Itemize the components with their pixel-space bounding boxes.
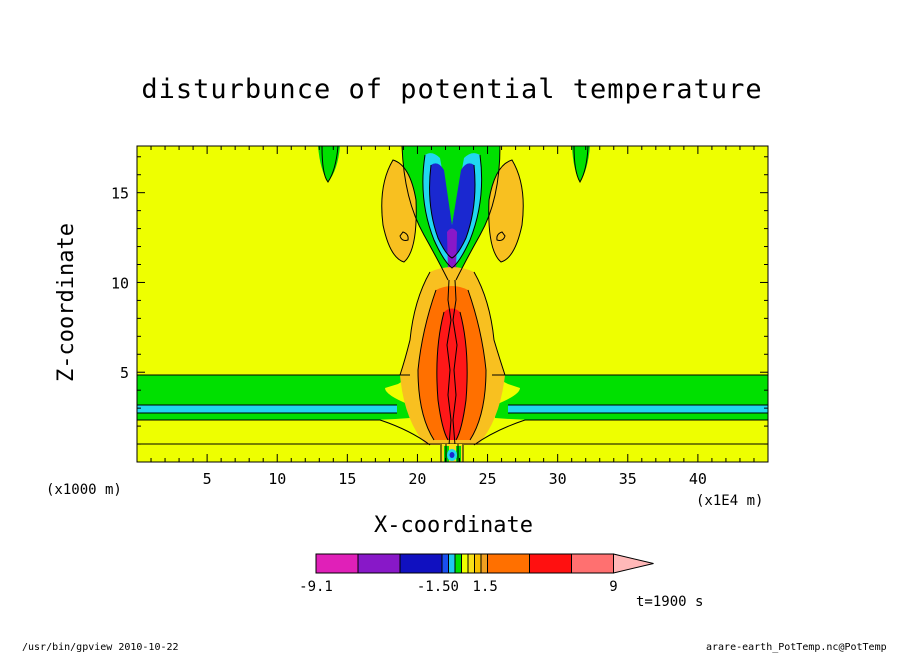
- y-tick-label: 10: [111, 274, 129, 292]
- contour-cyan-band-right: [508, 405, 768, 413]
- colorbar-swatch: [454, 553, 462, 574]
- contour-lines: [137, 146, 768, 446]
- plot-frame: [136, 145, 769, 463]
- colorbar-tick-label: -1.50: [417, 579, 459, 595]
- x-tick-label: 20: [408, 470, 426, 488]
- colorbar-swatch: [467, 553, 475, 574]
- colorbar-tick-label: 9: [609, 579, 617, 595]
- colorbar: -9.1 -1.50 1.5 9: [299, 553, 654, 595]
- colorbar-swatch: [315, 553, 359, 574]
- y-axis-label: Z-coordinate: [54, 223, 79, 382]
- colorbar-swatch: [571, 553, 614, 574]
- contour-green-blob-left: [318, 146, 340, 182]
- x-tick-label: 35: [619, 470, 637, 488]
- x-tick-label: 10: [268, 470, 286, 488]
- colorbar-swatch: [461, 553, 469, 574]
- colorbar-swatch: [399, 553, 443, 574]
- footer-file-variable: arare-earth_PotTemp.nc@PotTemp: [706, 642, 887, 653]
- colorbar-swatch: [487, 553, 530, 574]
- x-tick-label: 15: [338, 470, 356, 488]
- colorbar-swatch: [529, 553, 572, 574]
- colorbar-swatch: [474, 553, 482, 574]
- colorbar-arrow: [613, 553, 654, 574]
- chart-title: disturbunce of potential temperature: [141, 74, 763, 105]
- contour-cyan-band-left: [137, 405, 397, 413]
- x-tick-label: 30: [549, 470, 567, 488]
- x-tick-label: 5: [203, 470, 212, 488]
- colorbar-swatch: [480, 553, 488, 574]
- x-unit-label-left: (x1000 m): [46, 482, 122, 498]
- colorbar-tick-label: -9.1: [299, 579, 333, 595]
- colorbar-swatch: [448, 553, 456, 574]
- axes: 5 10 15 20 25 30 35 40 5 10 15: [111, 146, 768, 488]
- colorbar-tick-label: 1.5: [473, 579, 498, 595]
- contour-red-column: [436, 308, 468, 440]
- colorbar-swatch: [357, 553, 401, 574]
- y-tick-label: 15: [111, 185, 129, 203]
- x-tick-label: 25: [479, 470, 497, 488]
- x-tick-label: 40: [689, 470, 707, 488]
- contour-blue-core: [429, 163, 475, 258]
- contour-surface-source: [440, 444, 464, 462]
- time-label: t=1900 s: [636, 594, 704, 610]
- colorbar-swatch: [441, 553, 449, 574]
- footer-program-date: /usr/bin/gpview 2010-10-22: [22, 642, 179, 653]
- x-unit-label-right: (x1E4 m): [696, 493, 764, 509]
- x-axis-label: X-coordinate: [374, 513, 533, 538]
- y-tick-label: 5: [120, 364, 129, 382]
- contour-plot-area: [137, 146, 768, 462]
- contour-purple-core: [447, 228, 457, 272]
